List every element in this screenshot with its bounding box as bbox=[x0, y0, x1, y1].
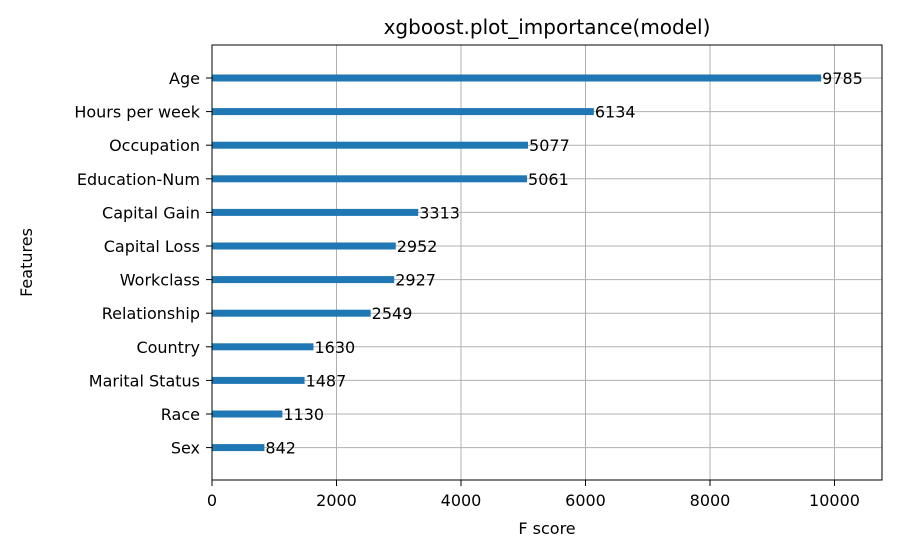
data-labels: 9785 6134 5077 5061 3313 2952 2927 2549 1630 1487… bbox=[265, 69, 862, 458]
bar bbox=[212, 410, 283, 418]
plot-frame bbox=[211, 44, 883, 481]
y-tick-label: Capital Loss bbox=[104, 237, 200, 256]
x-tick-label: 0 bbox=[207, 491, 217, 510]
data-label: 6134 bbox=[595, 103, 636, 122]
bar bbox=[212, 175, 528, 183]
bar bbox=[212, 343, 314, 351]
bar bbox=[212, 276, 395, 284]
bar bbox=[212, 309, 371, 317]
y-ticks: Age Hours per week Occupation Education-Num… bbox=[74, 69, 212, 458]
y-tick-label: Marital Status bbox=[89, 371, 200, 390]
x-ticks: 0 2000 4000 6000 8000 10000 bbox=[207, 480, 860, 510]
bar bbox=[212, 444, 265, 452]
y-axis-label: Features bbox=[17, 228, 36, 297]
y-tick-label: Age bbox=[169, 69, 200, 88]
y-tick-label: Occupation bbox=[109, 136, 200, 155]
y-tick-label: Hours per week bbox=[74, 103, 200, 122]
x-axis-label: F score bbox=[518, 519, 575, 538]
x-tick-label: 2000 bbox=[316, 491, 357, 510]
bar bbox=[212, 141, 529, 149]
x-tick-label: 4000 bbox=[441, 491, 482, 510]
bar bbox=[212, 242, 396, 250]
data-label: 9785 bbox=[822, 69, 863, 88]
bar bbox=[212, 208, 419, 216]
y-tick-label: Country bbox=[136, 338, 200, 357]
chart-title: xgboost.plot_importance(model) bbox=[384, 15, 711, 39]
bars bbox=[212, 74, 822, 452]
y-tick-label: Race bbox=[161, 405, 200, 424]
data-label: 1130 bbox=[283, 405, 324, 424]
data-label: 2952 bbox=[397, 237, 438, 256]
data-label: 5077 bbox=[529, 136, 570, 155]
bar bbox=[212, 108, 594, 116]
y-tick-label: Sex bbox=[171, 439, 200, 458]
data-label: 2549 bbox=[372, 304, 413, 323]
y-tick-label: Relationship bbox=[102, 304, 200, 323]
x-tick-label: 10000 bbox=[809, 491, 860, 510]
data-label: 2927 bbox=[395, 271, 436, 290]
data-label: 1630 bbox=[314, 338, 355, 357]
bar bbox=[212, 74, 822, 82]
data-label: 842 bbox=[265, 439, 296, 458]
x-tick-label: 8000 bbox=[690, 491, 731, 510]
y-tick-label: Education-Num bbox=[77, 170, 200, 189]
data-label: 3313 bbox=[419, 203, 460, 222]
bar bbox=[212, 376, 305, 384]
x-tick-label: 6000 bbox=[565, 491, 606, 510]
y-tick-label: Capital Gain bbox=[102, 203, 200, 222]
y-tick-label: Workclass bbox=[120, 271, 200, 290]
data-label: 5061 bbox=[528, 170, 569, 189]
data-label: 1487 bbox=[306, 371, 347, 390]
